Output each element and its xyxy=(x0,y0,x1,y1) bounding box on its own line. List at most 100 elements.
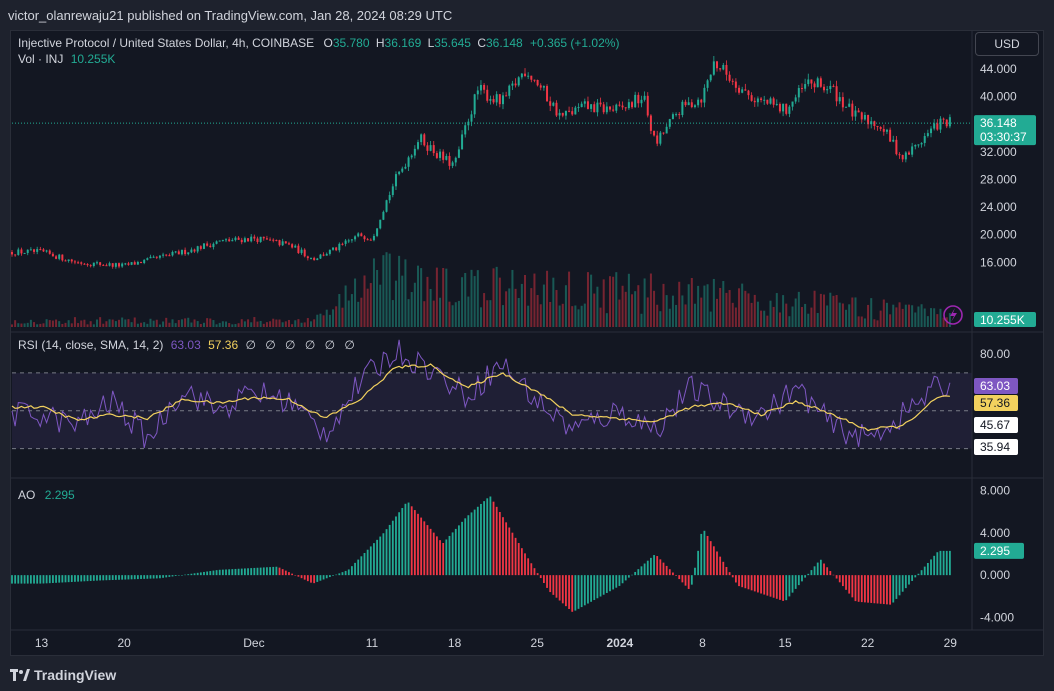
rsi-pane xyxy=(11,339,972,450)
ao-bar xyxy=(445,539,448,576)
candle-body xyxy=(401,168,404,172)
candle-body xyxy=(143,259,146,264)
volume-bar xyxy=(335,306,338,327)
candle-body xyxy=(366,239,369,241)
candle-body xyxy=(95,262,98,264)
candle-body xyxy=(237,237,240,240)
candle-body xyxy=(580,103,583,108)
ao-bar xyxy=(17,575,20,584)
ao-bar xyxy=(672,572,674,576)
candle-body xyxy=(599,102,602,105)
ao-bar xyxy=(124,575,127,580)
volume-bar xyxy=(873,319,876,327)
volume-bar xyxy=(807,313,810,327)
tradingview-icon xyxy=(10,669,30,681)
candle-body xyxy=(712,61,715,75)
candle-body xyxy=(347,240,350,242)
candle-body xyxy=(665,126,668,134)
candle-body xyxy=(202,243,205,249)
volume-bar xyxy=(593,293,596,327)
volume-bar xyxy=(99,317,102,327)
rsi-line xyxy=(11,339,951,449)
ao-bar xyxy=(646,560,649,576)
ao-bar xyxy=(719,556,722,576)
volume-bar xyxy=(33,322,36,327)
ao-bar xyxy=(247,568,249,576)
volume-bar xyxy=(744,290,747,327)
ao-bar xyxy=(133,575,136,580)
ao-bar xyxy=(190,573,193,576)
volume-bar xyxy=(206,318,209,327)
time-tick-label-10: 29 xyxy=(944,636,958,650)
rsi-badge-2 xyxy=(974,417,1018,433)
ao-bar xyxy=(228,569,231,576)
tradingview-logo[interactable]: TradingView xyxy=(10,667,116,683)
ao-bar xyxy=(895,575,898,599)
candle-body xyxy=(505,95,508,97)
candle-body xyxy=(700,99,703,103)
ao-bar xyxy=(121,575,124,580)
candle-body xyxy=(234,237,237,241)
ao-bar xyxy=(14,575,17,584)
candle-body xyxy=(819,78,822,87)
candle-body xyxy=(923,136,926,143)
currency-button[interactable]: USD xyxy=(975,32,1039,56)
candle-body xyxy=(423,134,426,146)
candle-body xyxy=(111,263,114,267)
candle-body xyxy=(495,94,498,103)
ao-bar xyxy=(555,575,558,598)
ao-bar xyxy=(750,575,753,591)
ao-bar xyxy=(184,574,187,576)
volume-bar xyxy=(152,320,155,327)
volume-bar xyxy=(187,317,190,327)
candle-body xyxy=(476,90,479,95)
ao-bar xyxy=(80,575,83,582)
candle-body xyxy=(152,256,155,258)
volume-bar xyxy=(165,317,168,327)
volume-bar xyxy=(483,293,486,327)
candle-body xyxy=(807,79,810,85)
ao-bar xyxy=(218,569,221,576)
ao-bar xyxy=(706,535,709,576)
candle-body xyxy=(835,86,838,102)
ao-bar xyxy=(206,571,209,576)
ao-bar xyxy=(650,557,652,576)
candle-body xyxy=(442,151,445,160)
candle-body xyxy=(527,75,530,77)
candle-body xyxy=(533,79,536,81)
ao-bar xyxy=(546,575,548,588)
volume-bar xyxy=(845,309,848,327)
volume-bar xyxy=(882,299,885,327)
ao-bar xyxy=(338,573,341,576)
candle-body xyxy=(313,257,316,261)
ao-bar xyxy=(829,571,832,576)
volume-bar xyxy=(215,324,218,327)
candle-body xyxy=(20,249,23,254)
ao-bar xyxy=(294,575,297,576)
volume-badge-label: 10.255K xyxy=(980,313,1025,327)
candle-body xyxy=(439,151,442,158)
candle-body xyxy=(555,102,558,116)
candle-body xyxy=(303,249,306,257)
candle-body xyxy=(546,86,549,102)
volume-bar xyxy=(363,275,366,327)
candle-body xyxy=(316,258,319,261)
ao-bar xyxy=(152,575,155,579)
chart-frame[interactable] xyxy=(10,30,1044,656)
volume-bar xyxy=(656,304,659,327)
volume-bar xyxy=(313,319,316,327)
ao-bar xyxy=(244,568,246,576)
volume-bar xyxy=(209,318,212,327)
volume-bar xyxy=(760,310,763,327)
ao-bar xyxy=(102,575,105,581)
volume-bar xyxy=(417,265,420,327)
candle-body xyxy=(829,85,832,90)
volume-bar xyxy=(259,320,262,327)
candle-body xyxy=(542,86,545,88)
candle-body xyxy=(140,261,143,264)
volume-bar xyxy=(464,272,467,327)
ao-bar xyxy=(489,496,492,576)
volume-bar xyxy=(854,297,857,327)
candle-body xyxy=(162,254,165,256)
